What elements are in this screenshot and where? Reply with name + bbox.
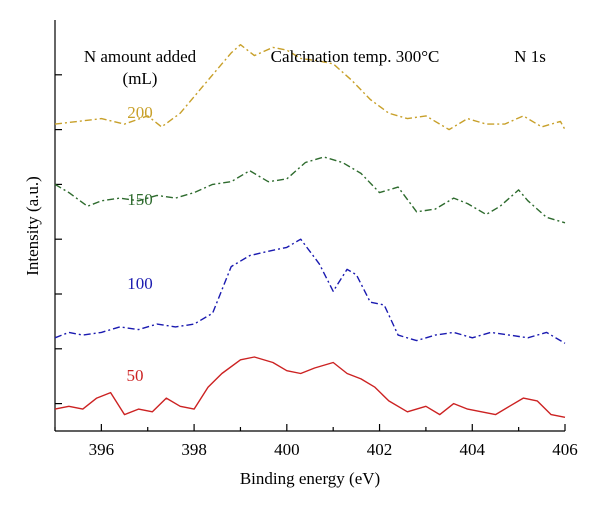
series-label-50: 50	[127, 366, 144, 385]
calcination-temperature-label: Calcination temp. 300°C	[271, 47, 440, 66]
x-tick-label: 402	[367, 440, 393, 459]
series-label-100: 100	[127, 274, 153, 293]
x-ticks: 396 398 400 402 404 406	[54, 424, 578, 459]
x-tick-label: 398	[181, 440, 207, 459]
x-tick-label: 404	[460, 440, 486, 459]
legend-title-line1: N amount added	[84, 47, 197, 66]
series-label-150: 150	[127, 190, 153, 209]
x-tick-label: 400	[274, 440, 300, 459]
series-line-50	[54, 356, 566, 418]
x-tick-label: 396	[89, 440, 115, 459]
series-lines	[54, 44, 566, 418]
series-line-100	[54, 238, 566, 344]
n1s-label: N 1s	[514, 47, 546, 66]
legend-title-line2: (mL)	[123, 69, 158, 88]
series-line-200	[54, 44, 566, 131]
y-axis-label: Intensity (a.u.)	[23, 176, 42, 276]
series-line-150	[54, 156, 566, 224]
x-axis-label: Binding energy (eV)	[240, 469, 380, 488]
chart-labels: N amount added (mL) Calcination temp. 30…	[23, 47, 546, 488]
x-tick-label: 406	[552, 440, 578, 459]
plot-frame	[54, 20, 565, 432]
series-label-200: 200	[127, 103, 153, 122]
